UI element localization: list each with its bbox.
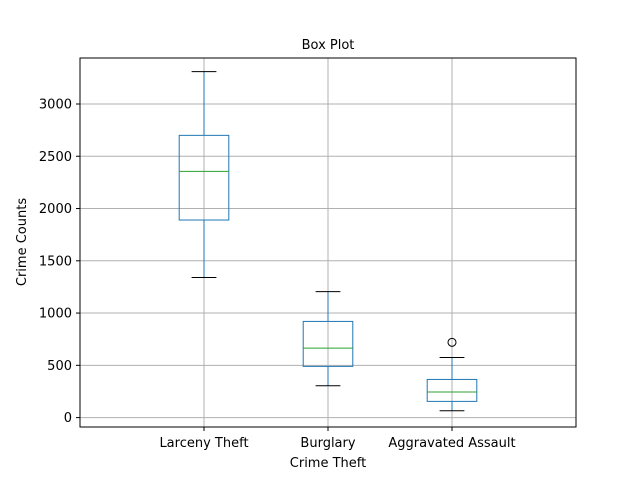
iqr-box [426, 378, 478, 402]
y-tick-label: 500 [47, 359, 72, 374]
x-tick-label: Larceny Theft [159, 436, 248, 451]
y-axis-ticks: 0 500 1000 1500 2000 2500 3000 [39, 97, 80, 426]
y-axis-label: Crime Counts [15, 198, 30, 286]
iqr-box [302, 320, 354, 367]
y-tick-label: 1500 [39, 254, 72, 269]
box-layer [178, 71, 478, 412]
box-group [426, 337, 478, 412]
x-tick-label: Burglary [300, 436, 355, 451]
x-tick-label: Aggravated Assault [388, 436, 515, 451]
iqr-box [178, 134, 230, 221]
box-group [178, 71, 230, 279]
y-tick-label: 3000 [39, 97, 72, 112]
y-tick-label: 2000 [39, 202, 72, 217]
x-axis-label: Crime Theft [290, 456, 366, 471]
box-group [302, 291, 354, 387]
outlier-point [447, 337, 457, 347]
y-tick-label: 1000 [39, 307, 72, 322]
y-tick-label: 2500 [39, 150, 72, 165]
x-axis-ticks: Larceny Theft Burglary Aggravated Assault [159, 427, 516, 451]
y-tick-label: 0 [64, 411, 72, 426]
chart-title: Box Plot [302, 38, 355, 53]
